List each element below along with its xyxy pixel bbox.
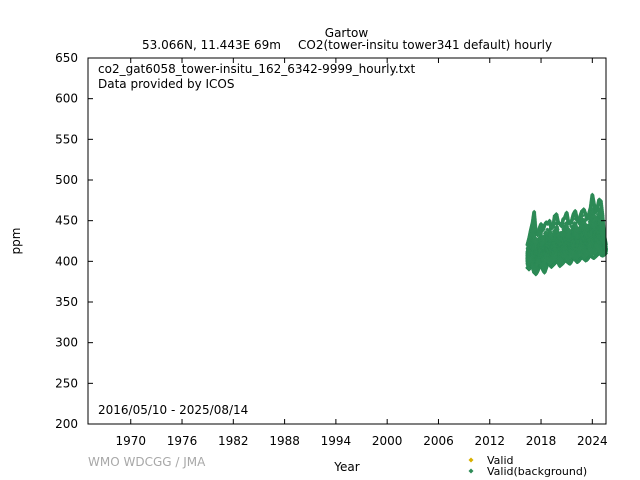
data-points-layer [525,192,608,277]
chart-subtitle-location: 53.066N, 11.443E 69m [142,38,281,52]
chart-subtitle-species: CO2(tower-insitu tower341 default) hourl… [298,38,553,52]
chart-title-station: Gartow [324,26,369,40]
